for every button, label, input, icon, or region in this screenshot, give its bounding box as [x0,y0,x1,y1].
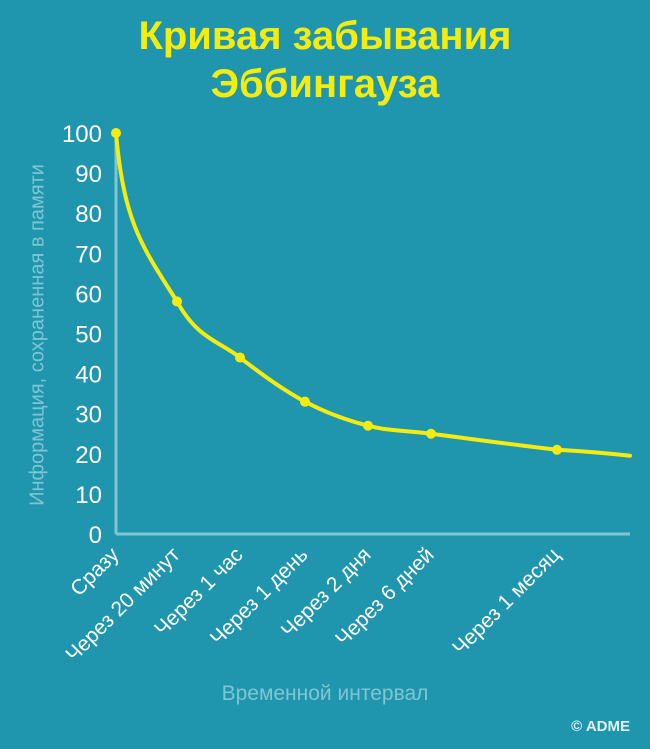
data-point [111,128,121,138]
y-tick-label: 80 [75,201,102,228]
x-axis-label: Временной интервал [221,682,429,705]
y-tick-label: 0 [89,522,102,549]
y-tick-label: 30 [75,402,102,429]
data-point [235,352,245,363]
data-point [363,420,373,431]
y-tick-label: 40 [75,362,102,389]
y-tick-label: 100 [62,121,102,148]
y-tick-label: 90 [75,161,102,188]
chart-title-line-2: Эббингауза [210,62,440,106]
y-tick-label: 60 [75,281,102,308]
y-tick-label: 10 [75,482,102,509]
y-tick-label: 20 [75,442,102,469]
chart-title: Кривая забывания Эббингауза [0,12,650,108]
y-tick-label: 70 [75,241,102,268]
data-point [426,428,436,439]
data-point [300,396,310,407]
forgetting-curve-line [114,131,632,458]
credit-text: © ADME [571,718,630,735]
y-tick-label: 50 [75,322,102,349]
x-tick-label: Через 1 месяц [448,543,564,659]
chart-title-line-1: Кривая забывания [138,14,512,58]
x-tick-label: Через 20 минут [61,543,184,666]
x-tick-label: Сразу [66,543,124,601]
data-point [172,296,182,307]
data-point [552,444,562,455]
